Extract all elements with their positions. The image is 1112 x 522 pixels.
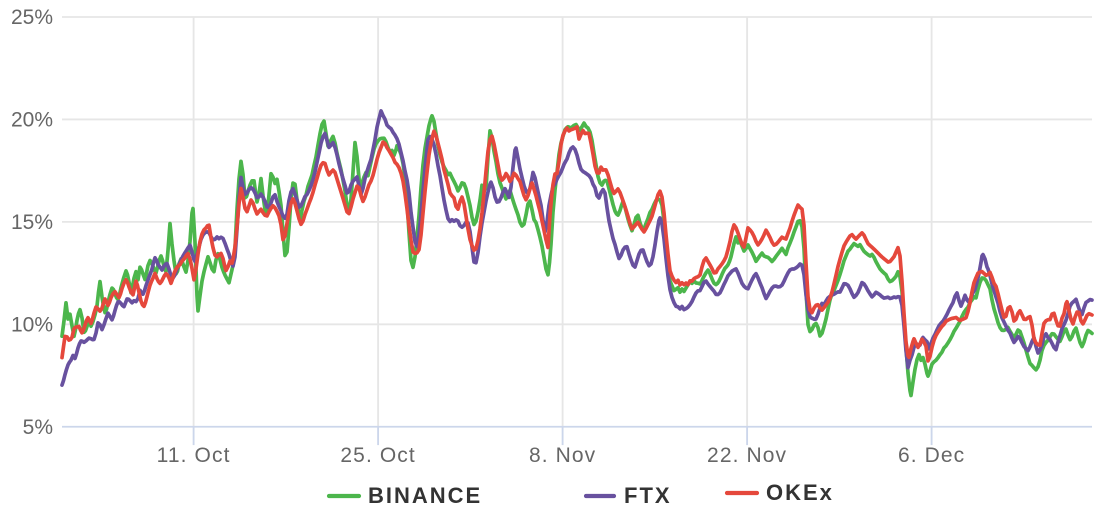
svg-text:25%: 25%: [11, 6, 53, 29]
svg-text:BINANCE: BINANCE: [368, 483, 482, 508]
svg-text:8. Nov: 8. Nov: [529, 444, 596, 467]
svg-text:FTX: FTX: [624, 483, 672, 508]
svg-text:OKEx: OKEx: [766, 480, 834, 505]
svg-text:20%: 20%: [11, 108, 53, 131]
svg-text:5%: 5%: [23, 416, 53, 439]
svg-text:15%: 15%: [11, 211, 53, 234]
svg-text:25. Oct: 25. Oct: [340, 444, 415, 467]
svg-text:11. Oct: 11. Oct: [157, 444, 231, 467]
svg-text:22. Nov: 22. Nov: [707, 444, 787, 467]
svg-text:6. Dec: 6. Dec: [898, 444, 965, 467]
svg-text:10%: 10%: [11, 313, 53, 336]
